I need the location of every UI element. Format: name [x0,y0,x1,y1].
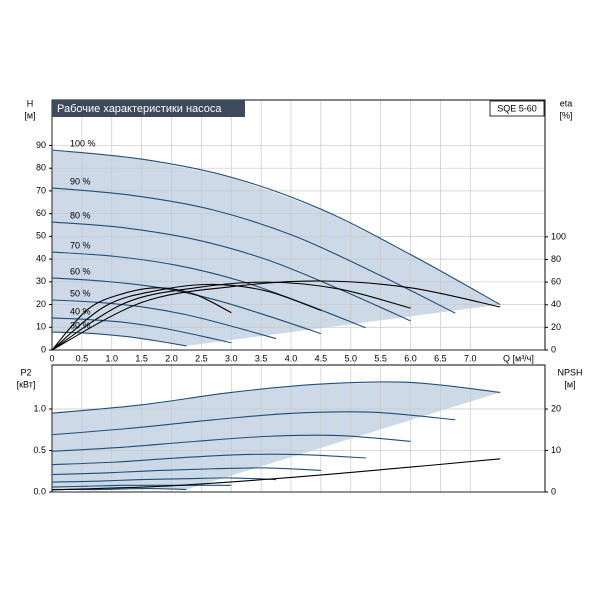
secondary-curve [51,287,232,351]
chart-title: Рабочие характеристики насоса [57,103,222,115]
model-box [489,100,545,117]
y2-tick-label: 60 [551,277,561,287]
curve [51,277,322,335]
y-tick-label: 0.0 [33,486,46,496]
secondary-curve [51,458,501,491]
y2-axis-unit: [м] [564,379,575,389]
y-tick-label: 20 [36,299,46,309]
curve-label: 50 % [70,288,91,298]
y2-tick-label: 20 [551,403,561,413]
x-tick-label: 4.0 [285,353,298,363]
curve-label: 70 % [70,240,91,250]
curve [51,149,501,306]
x-tick-label: 2.5 [195,353,208,363]
x-axis-label: Q [м³/ч] [503,353,534,363]
y2-tick-label: 0 [551,344,556,354]
y2-axis-label: eta [560,98,573,108]
x-tick-label: 6.0 [404,353,417,363]
curve [51,317,232,344]
y2-axis-label: NPSH [557,367,582,377]
y2-tick-label: 20 [551,322,561,332]
curve [51,467,321,476]
plots: 0 0.5 1.0 1.5 2.0 2.5 3.0 3.5 4.0 4.5 5.0 5.5 6.0 6.5… [33,99,566,496]
y-axis-label: P2 [20,367,31,377]
operating-area [52,150,501,346]
y2-tick-label: 10 [551,445,561,455]
y-tick-label: 70 [36,185,46,195]
x-tick-label: 2.0 [165,353,178,363]
plot-border [51,364,546,493]
curve [51,434,411,452]
secondary-curve [51,283,322,351]
x-tick-label: 4.5 [315,353,328,363]
y2-tick-label: 0 [551,486,556,496]
y2-axis-unit: [%] [559,110,572,120]
y2-tick-label: 100 [551,231,566,241]
y-tick-label: 1.0 [33,403,46,413]
curve-label: 100 % [70,138,96,148]
y-tick-label: 90 [36,140,46,150]
y-tick-label: 50 [36,231,46,241]
x-tick-label: 3.0 [225,353,238,363]
curve-label: 80 % [70,210,91,220]
x-tick-label: 5.5 [374,353,387,363]
x-tick-label: 6.5 [434,353,447,363]
curve-label: 90 % [70,176,91,186]
curve [51,411,456,436]
y-axis-unit: [кВт] [17,379,36,389]
x-tick-label: 5.0 [345,353,358,363]
plot-border [51,99,546,351]
curve [51,381,501,414]
curve [51,453,366,466]
title-box [52,100,245,117]
x-tick-label: 1.5 [135,353,148,363]
curve [51,221,411,322]
y2-tick-label: 40 [551,299,561,309]
model-label: SQE 5-60 [497,103,537,113]
curve-label: 40 % [70,306,91,316]
y2-tick-label: 80 [551,254,561,264]
curve-label: 60 % [70,266,91,276]
x-tick-label: 3.5 [255,353,268,363]
curve [51,484,232,488]
curve [51,477,277,483]
x-tick-label: 1.0 [105,353,118,363]
y-tick-label: 80 [36,163,46,173]
y-tick-label: 30 [36,276,46,286]
x-tick-label: 0.5 [76,353,89,363]
y-tick-label: 40 [36,253,46,263]
curve [51,299,277,340]
y-axis-label: H [27,98,34,108]
secondary-curve [51,281,411,351]
x-tick-label: 0 [49,353,54,363]
y-tick-label: 0 [41,344,46,354]
y-tick-label: 60 [36,208,46,218]
y-tick-label: 0.5 [33,445,46,455]
y-axis-unit: [м] [24,110,35,120]
y-tick-label: 10 [36,322,46,332]
x-tick-label: 7.0 [464,353,477,363]
curve [51,187,456,314]
